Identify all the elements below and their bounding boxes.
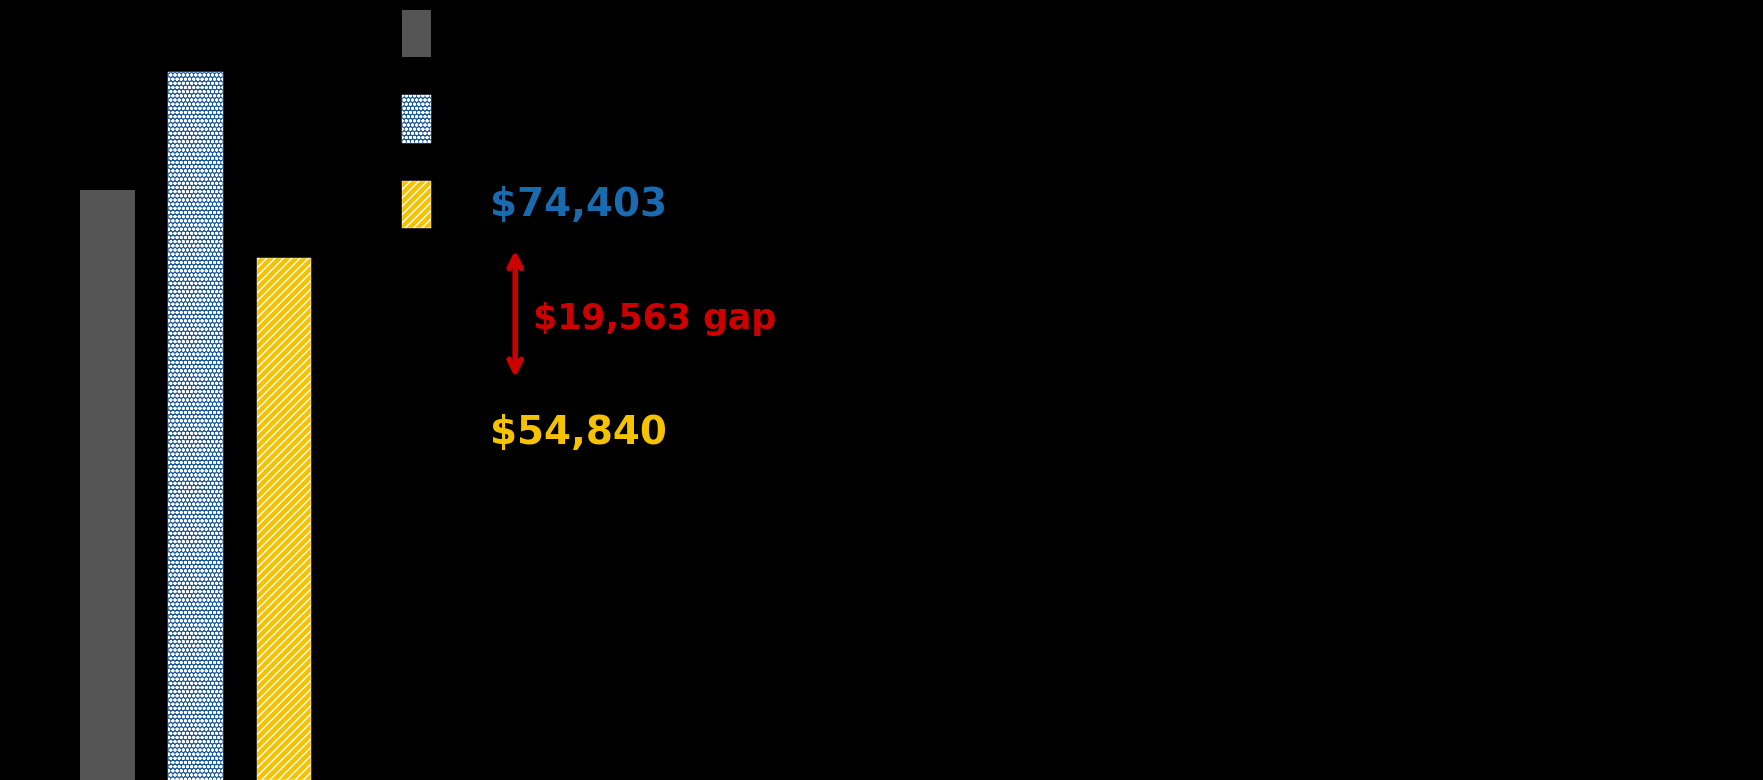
- Bar: [402, 9, 430, 57]
- Bar: [257, 258, 312, 780]
- Text: $19,563 gap: $19,563 gap: [532, 302, 776, 335]
- Bar: [402, 181, 430, 229]
- Text: $54,840: $54,840: [490, 413, 666, 452]
- Bar: [169, 73, 224, 780]
- Text: $74,403: $74,403: [490, 186, 666, 224]
- Bar: [402, 95, 430, 143]
- Bar: [81, 190, 136, 780]
